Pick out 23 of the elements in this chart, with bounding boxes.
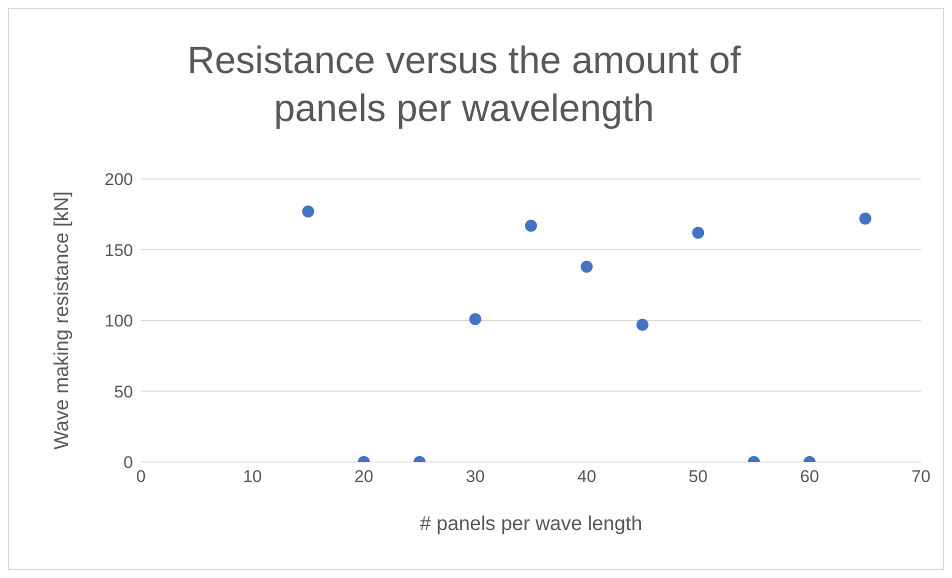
y-tick-label: 150 bbox=[104, 240, 133, 260]
x-tick-label: 70 bbox=[912, 467, 930, 486]
x-tick-label: 60 bbox=[800, 467, 820, 486]
chart-title: Resistance versus the amount of panels per wavelength bbox=[186, 39, 742, 132]
point bbox=[302, 206, 314, 218]
y-tick-label: 0 bbox=[124, 453, 133, 472]
y-tick-label: 50 bbox=[114, 382, 133, 402]
point bbox=[525, 220, 537, 232]
x-tick-label: 0 bbox=[136, 467, 146, 486]
point bbox=[692, 226, 704, 239]
y-tick-label: 100 bbox=[104, 312, 133, 331]
x-tick-label: 10 bbox=[242, 467, 262, 486]
y-tick-label: 200 bbox=[104, 170, 133, 190]
point bbox=[636, 318, 648, 331]
point bbox=[469, 313, 482, 326]
x-axis-title: # panels per wave length bbox=[420, 513, 642, 535]
y-axis-title: Wave making resistance [kN] bbox=[51, 191, 74, 450]
x-tick-label: 30 bbox=[466, 467, 485, 486]
x-tick-label: 20 bbox=[354, 467, 374, 486]
x-tick-label: 50 bbox=[688, 467, 708, 486]
point bbox=[859, 212, 872, 225]
x-tick-label: 40 bbox=[577, 467, 596, 486]
point bbox=[580, 260, 593, 273]
